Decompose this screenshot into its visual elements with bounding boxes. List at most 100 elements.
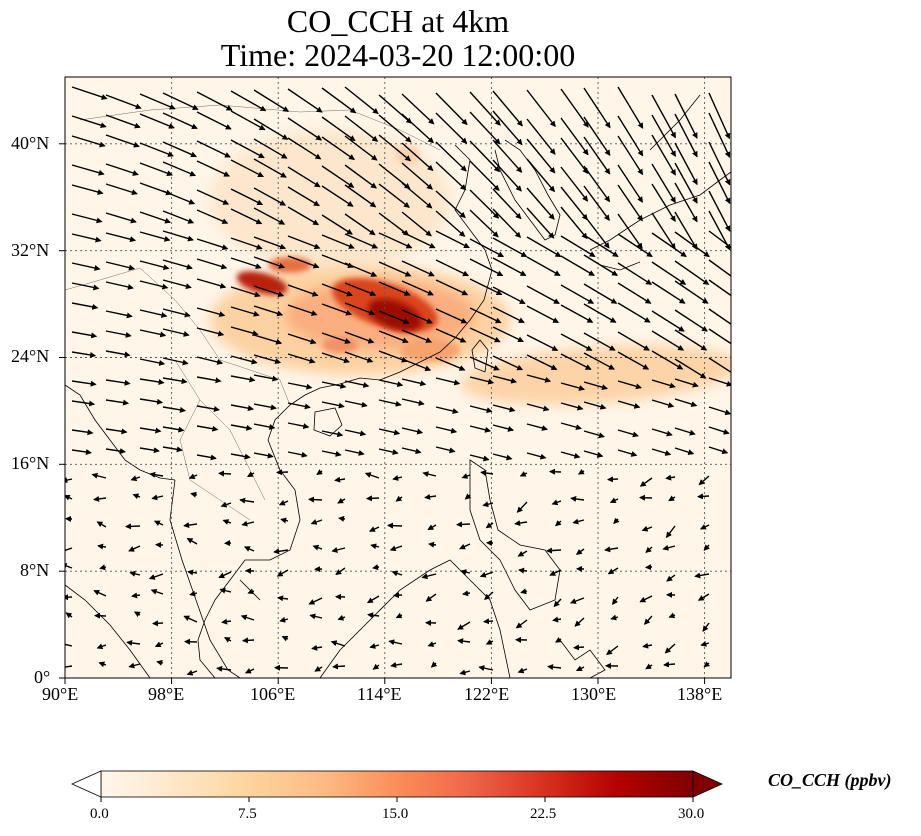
wind-arrow bbox=[583, 450, 604, 458]
wind-arrow bbox=[196, 356, 224, 365]
wind-arrow bbox=[526, 158, 556, 193]
wind-arrow bbox=[321, 352, 350, 364]
wind-arrow bbox=[674, 358, 707, 379]
wind-arrow bbox=[253, 423, 276, 430]
wind-arrow bbox=[139, 280, 169, 290]
wind-arrow bbox=[643, 615, 653, 625]
wind-arrow bbox=[674, 142, 698, 186]
tick-marks bbox=[59, 143, 706, 684]
wind-arrow bbox=[389, 545, 403, 552]
wind-arrow bbox=[390, 662, 403, 668]
wind-arrow bbox=[697, 593, 710, 601]
wind-arrow bbox=[651, 399, 675, 408]
wind-arrow bbox=[105, 94, 142, 110]
wind-arrow bbox=[484, 591, 494, 601]
wind-arrow bbox=[613, 517, 620, 525]
wind-arrow bbox=[697, 493, 710, 500]
wind-arrow bbox=[526, 89, 556, 128]
wind-arrow bbox=[372, 663, 380, 670]
wind-arrow bbox=[162, 112, 198, 130]
wind-arrow bbox=[617, 449, 638, 457]
wind-arrow bbox=[321, 136, 355, 160]
wind-arrow bbox=[287, 235, 321, 250]
colorbar-gradient bbox=[100, 770, 694, 798]
wind-arrow bbox=[461, 473, 471, 479]
wind-arrow bbox=[469, 238, 505, 258]
wind-arrow bbox=[344, 449, 365, 456]
wind-arrow bbox=[105, 163, 139, 176]
wind-arrow bbox=[457, 638, 471, 645]
border-china-west bbox=[65, 267, 291, 406]
wind-arrow bbox=[425, 593, 437, 602]
wind-arrow bbox=[162, 426, 185, 433]
wind-arrow bbox=[105, 212, 137, 224]
wind-arrow bbox=[378, 330, 409, 344]
wind-arrow bbox=[230, 306, 260, 317]
wind-arrow bbox=[321, 165, 355, 188]
wind-arrow bbox=[93, 495, 107, 502]
wind-arrow bbox=[698, 475, 710, 486]
wind-arrow bbox=[651, 94, 676, 139]
wind-arrow bbox=[674, 182, 698, 223]
wind-arrow bbox=[220, 501, 232, 508]
hainan-coast bbox=[313, 407, 343, 437]
wind-arrow bbox=[71, 233, 102, 243]
wind-arrow bbox=[460, 569, 471, 576]
wind-arrow bbox=[651, 448, 672, 456]
wind-arrow bbox=[526, 256, 561, 277]
wind-arrow bbox=[105, 379, 131, 386]
wind-arrow bbox=[560, 137, 589, 175]
wind-arrow bbox=[321, 401, 345, 409]
wind-arrow bbox=[344, 331, 375, 344]
wind-arrow bbox=[519, 471, 528, 477]
wind-arrow bbox=[344, 380, 370, 388]
wind-arrow bbox=[139, 427, 162, 434]
wind-arrow bbox=[150, 588, 164, 595]
wind-arrow bbox=[492, 424, 515, 432]
wind-arrow bbox=[560, 117, 589, 156]
wind-arrow bbox=[162, 377, 188, 385]
wind-arrow bbox=[485, 639, 494, 645]
wind-arrow bbox=[651, 261, 687, 285]
wind-arrow bbox=[186, 669, 198, 676]
wind-arrow bbox=[196, 307, 226, 318]
wind-arrow bbox=[71, 331, 98, 339]
x-tick-label-114: 114°E bbox=[357, 684, 402, 704]
colorbar-tick-label-0: 0.0 bbox=[90, 806, 109, 822]
wind-arrow bbox=[575, 548, 585, 555]
wind-arrow bbox=[526, 236, 562, 258]
wind-arrow bbox=[139, 93, 176, 110]
wind-arrow bbox=[253, 452, 274, 459]
wind-arrow bbox=[674, 329, 708, 351]
wind-arrow bbox=[607, 476, 619, 483]
title-line-2: Time: 2024-03-20 12:00:00 bbox=[220, 37, 576, 73]
plume-core-west bbox=[236, 271, 288, 295]
wind-arrow bbox=[459, 669, 471, 676]
wind-arrow bbox=[617, 164, 643, 203]
wind-arrow bbox=[287, 422, 310, 430]
wind-arrow bbox=[154, 641, 164, 648]
wind-arrow bbox=[607, 567, 619, 575]
wind-arrow bbox=[469, 425, 492, 433]
wind-arrow bbox=[314, 665, 323, 672]
wind-arrow bbox=[230, 404, 254, 412]
wind-arrow bbox=[65, 664, 73, 671]
wind-arrow bbox=[606, 645, 619, 656]
wind-arrow bbox=[196, 189, 230, 205]
wind-arrow bbox=[321, 303, 352, 316]
wind-arrow bbox=[560, 353, 592, 370]
wind-arrow bbox=[230, 326, 259, 337]
wind-arrow bbox=[492, 453, 513, 461]
wind-arrow bbox=[344, 233, 379, 249]
wind-arrow bbox=[617, 213, 643, 250]
wind-arrow bbox=[321, 254, 354, 269]
philippines-coast bbox=[469, 459, 561, 611]
wind-arrow bbox=[148, 573, 164, 580]
wind-arrow bbox=[253, 374, 279, 382]
wind-arrow bbox=[401, 447, 422, 455]
wind-arrow bbox=[344, 213, 376, 236]
wind-arrow bbox=[526, 207, 555, 239]
wind-arrow bbox=[469, 327, 501, 343]
wind-arrow bbox=[337, 614, 346, 621]
colorbar-title: CO_CCH (ppbv) bbox=[768, 770, 892, 790]
